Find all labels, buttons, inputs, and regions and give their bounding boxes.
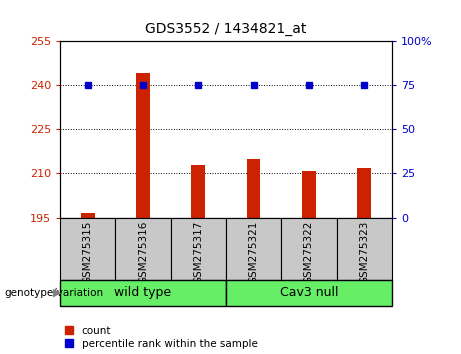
Bar — [226, 280, 392, 306]
Title: GDS3552 / 1434821_at: GDS3552 / 1434821_at — [145, 22, 307, 35]
Bar — [171, 218, 226, 280]
Text: genotype/variation: genotype/variation — [5, 288, 104, 298]
Bar — [247, 159, 260, 218]
Text: GSM275316: GSM275316 — [138, 221, 148, 284]
Text: GSM275315: GSM275315 — [83, 221, 93, 284]
Bar — [337, 218, 392, 280]
Text: GSM275322: GSM275322 — [304, 221, 314, 284]
Text: GSM275323: GSM275323 — [359, 221, 369, 284]
Bar — [191, 165, 205, 218]
Text: Cav3 null: Cav3 null — [280, 286, 338, 299]
Text: GSM275321: GSM275321 — [248, 221, 259, 284]
Text: wild type: wild type — [114, 286, 171, 299]
Legend: count, percentile rank within the sample: count, percentile rank within the sample — [65, 326, 258, 349]
Bar — [115, 218, 171, 280]
Bar — [60, 218, 115, 280]
Bar — [226, 218, 281, 280]
Bar — [302, 171, 316, 218]
Bar — [136, 73, 150, 218]
Text: ▶: ▶ — [53, 288, 61, 298]
Bar — [281, 218, 337, 280]
Text: GSM275317: GSM275317 — [193, 221, 203, 284]
Bar — [60, 280, 226, 306]
Bar — [81, 213, 95, 218]
Bar — [357, 167, 371, 218]
